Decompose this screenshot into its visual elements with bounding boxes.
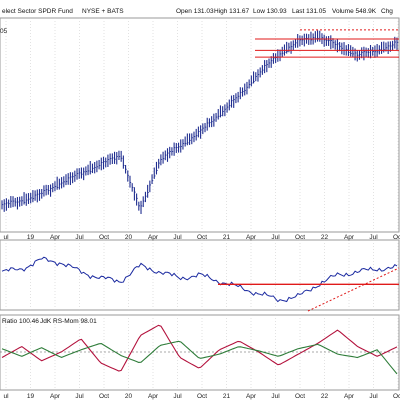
change-label: Chg <box>381 8 393 15</box>
x-tick-label: Apr <box>148 234 159 241</box>
left-stub-label: 05 <box>0 28 8 35</box>
x-tick-label: Oct <box>295 234 305 241</box>
rs-momentum-line <box>1 340 398 375</box>
x-tick-label: Jul <box>173 393 182 400</box>
x-tick-label: 21 <box>223 393 231 400</box>
x-tick-label: Oct <box>99 234 109 241</box>
high-value: High 131.67 <box>214 8 249 15</box>
x-tick-label: Apr <box>344 234 355 241</box>
last-value: Last 131.05 <box>292 8 326 15</box>
price-series <box>1 29 399 214</box>
rs-panel-frame <box>0 314 400 391</box>
x-tick-label: Jul <box>369 393 378 400</box>
x-tick-label: Apr <box>148 393 159 400</box>
ratio-panel-frame <box>0 239 400 311</box>
x-tick-label: Apr <box>246 234 257 241</box>
rs-ratio-line <box>1 324 398 372</box>
x-tick-label: 19 <box>27 234 35 241</box>
x-tick-label: Oct <box>393 393 400 400</box>
x-tick-label: 22 <box>321 393 329 400</box>
x-tick-label: ul <box>3 234 9 241</box>
x-tick-label: Oct <box>393 234 400 241</box>
x-tick-label: 20 <box>125 234 133 241</box>
x-tick-label: 22 <box>321 234 329 241</box>
x-tick-label: Jul <box>75 393 84 400</box>
low-value: Low 130.93 <box>253 8 287 15</box>
rs-momentum-legend: JdK RS-Mom 98.01 <box>40 318 97 325</box>
volume-value: Volume 548.9K <box>332 8 377 15</box>
x-tick-label: Jul <box>271 393 280 400</box>
ratio-trend-line <box>307 267 400 312</box>
ratio-line <box>1 256 398 303</box>
x-tick-label: Oct <box>197 234 207 241</box>
x-tick-label: Jul <box>369 234 378 241</box>
x-tick-label: Apr <box>50 393 61 400</box>
x-tick-label: 19 <box>27 393 35 400</box>
exchange-label: NYSE + BATS <box>82 8 124 15</box>
ratio-series <box>1 256 400 312</box>
x-tick-label: Jul <box>271 234 280 241</box>
rs-series <box>0 324 399 375</box>
x-tick-label: 20 <box>125 393 133 400</box>
x-tick-label: Apr <box>344 393 355 400</box>
x-tick-label: Oct <box>197 393 207 400</box>
x-tick-label: Apr <box>246 393 257 400</box>
chart-title: elect Sector SPDR Fund <box>2 8 73 15</box>
x-tick-labels: ul ul 19 19 Apr Apr Jul Jul Oct Oct 20 20 Apr Apr Jul J… <box>3 234 400 400</box>
rs-ratio-legend: Ratio 100.46 <box>2 318 39 325</box>
open-value: Open 131.03 <box>176 8 214 15</box>
x-tick-label: Oct <box>295 393 305 400</box>
x-tick-label: 21 <box>223 234 231 241</box>
price-panel-frame <box>0 17 400 233</box>
x-tick-label: Oct <box>99 393 109 400</box>
x-tick-label: Jul <box>173 234 182 241</box>
x-tick-label: Jul <box>75 234 84 241</box>
x-tick-label: Apr <box>50 234 61 241</box>
x-tick-label: ul <box>3 393 9 400</box>
grid-lines <box>5 18 399 390</box>
